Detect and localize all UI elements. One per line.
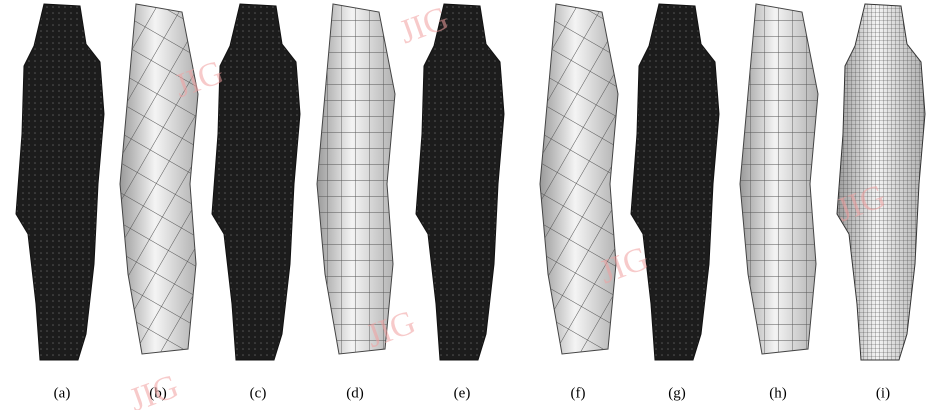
mesh-render xyxy=(837,4,925,360)
mesh-shape xyxy=(16,4,104,360)
mesh-render xyxy=(740,4,818,354)
panel-label: (g) xyxy=(668,385,686,401)
panel-label: (f) xyxy=(571,385,586,401)
mesh-shape xyxy=(317,4,395,354)
mesh-render xyxy=(317,4,395,354)
panel-label: (d) xyxy=(346,385,364,401)
mesh-shape xyxy=(740,4,818,354)
mesh-shape xyxy=(120,4,198,354)
figure: (a)(b)(c)(d)(e)(f)(g)(h)(i)JIGJIGJIGJIGJ… xyxy=(0,0,933,410)
mesh-shape xyxy=(416,4,504,360)
panel-label: (i) xyxy=(876,385,890,401)
mesh-render xyxy=(120,4,198,354)
mesh-shape xyxy=(540,4,618,354)
mesh-shape xyxy=(212,4,300,360)
mesh-render xyxy=(212,4,300,360)
mesh-shape xyxy=(631,4,719,360)
mesh-render xyxy=(16,4,104,360)
watermark: JIG xyxy=(125,368,184,410)
panel-label: (e) xyxy=(454,385,471,401)
mesh-render xyxy=(631,4,719,360)
panel-label: (c) xyxy=(250,385,267,401)
mesh-render xyxy=(416,4,504,360)
panel-label: (h) xyxy=(769,385,787,401)
mesh-shape xyxy=(837,4,925,360)
mesh-render xyxy=(540,4,618,354)
panel-label: (a) xyxy=(54,385,71,401)
